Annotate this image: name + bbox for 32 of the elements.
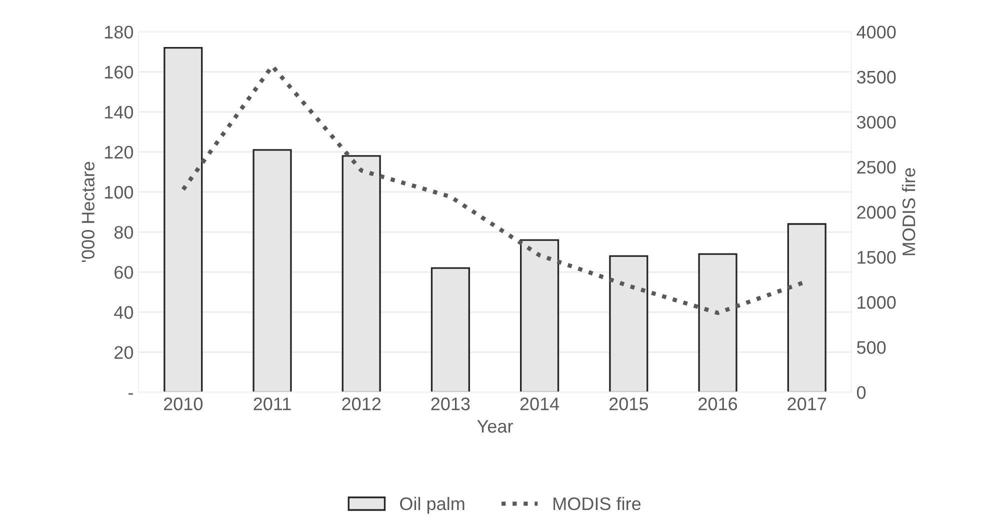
legend-label: Oil palm (400, 496, 464, 514)
y-tick-label: 40 (114, 306, 134, 319)
x-tick-label: 2011 (254, 398, 291, 410)
y-tick-label: - (128, 393, 133, 395)
y-tick-label: 20 (114, 346, 134, 359)
x-tick-label: 2016 (698, 398, 738, 410)
y2-tick-label: 1500 (858, 250, 896, 264)
x-tick-label: 2017 (788, 398, 826, 410)
y2-axis-title: MODIS fire (902, 168, 916, 256)
y2-tick-label: 500 (856, 341, 886, 354)
y-tick-label: 80 (114, 226, 134, 239)
y2-tick-label: 1000 (858, 296, 896, 309)
y2-tick-label: 2000 (857, 206, 896, 219)
x-tick-label: 2014 (520, 398, 560, 410)
y-axis-title: '000 Hectare (82, 162, 94, 262)
y2-tick-label: 0 (856, 386, 866, 399)
x-axis-title: Year (477, 420, 513, 433)
y-tick-label: 160 (104, 66, 134, 79)
y2-tick-label: 3000 (856, 116, 896, 129)
x-tick-label: 2012 (342, 398, 381, 410)
y-tick-label: 140 (104, 106, 134, 119)
y-tick-label: 100 (104, 186, 134, 199)
y2-tick-label: 2500 (857, 160, 896, 174)
y-tick-label: 180 (104, 26, 134, 39)
y2-tick-label: 3500 (856, 70, 896, 84)
legend-label: MODIS fire (554, 496, 641, 510)
x-tick-label: 2010 (164, 398, 203, 410)
y2-tick-label: 4000 (856, 26, 896, 39)
x-tick-label: 2013 (431, 398, 470, 410)
x-tick-label: 2015 (609, 398, 648, 410)
y-tick-label: 120 (104, 146, 134, 159)
y-tick-label: 60 (114, 266, 134, 279)
